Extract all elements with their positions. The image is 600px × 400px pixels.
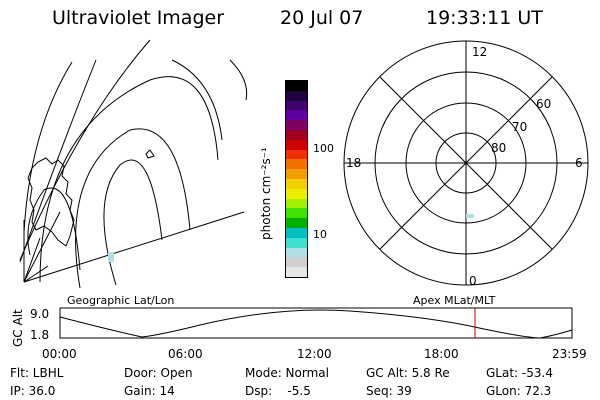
mlt-label-12: 12 [472, 45, 488, 59]
lat-label-70: 70 [512, 120, 528, 134]
map-grid-line [23, 237, 41, 283]
colorbar [285, 80, 308, 278]
mlt-label-6: 6 [575, 156, 583, 170]
polar-axis [379, 76, 553, 250]
colorbar-swatch [286, 188, 307, 199]
map-grid-arc [27, 187, 81, 271]
lat-label-60: 60 [536, 97, 552, 111]
colorbar-swatch [286, 120, 307, 131]
mlt-label-18: 18 [346, 156, 362, 170]
map-grid-line [23, 211, 61, 283]
colorbar-swatch [286, 208, 307, 219]
colorbar-swatch [286, 267, 307, 277]
map-grid-arc [19, 59, 97, 263]
coastline [27, 157, 75, 247]
colorbar-swatch [286, 139, 307, 150]
map-grid-line [23, 211, 245, 283]
status-gain: Gain: 14 [124, 384, 175, 398]
colorbar-swatch [286, 179, 307, 189]
map-grid-arc [19, 39, 151, 261]
map-grid-arc [23, 61, 73, 233]
mlt-label-0: 0 [469, 274, 477, 288]
map-grid-arc [39, 76, 219, 283]
aurora-spot [466, 214, 474, 218]
colorbar-swatch [286, 169, 307, 180]
time-label: 19:33:11 UT [426, 7, 543, 29]
timeline-xtick-0000: 00:00 [42, 347, 77, 361]
timeline-frame [59, 307, 573, 339]
colorbar-swatch [286, 237, 307, 248]
aurora-spot [108, 252, 114, 262]
altitude-curve [59, 309, 573, 339]
status-flt: Flt: LBHL [10, 366, 64, 380]
status-glon: GLon: 72.3 [486, 384, 552, 398]
timeline-xtick-0600: 06:00 [168, 347, 203, 361]
colorbar-swatch [286, 257, 307, 268]
map-grid-arc [103, 159, 163, 286]
instrument-title: Ultraviolet Imager [52, 7, 225, 29]
status-door: Door: Open [124, 366, 193, 380]
coastline [145, 149, 155, 159]
colorbar-swatch [286, 159, 307, 170]
timeline-xtick-1800: 18:00 [424, 347, 459, 361]
colorbar-swatch [286, 81, 307, 91]
colorbar-swatch [286, 110, 307, 121]
colorbar-swatch [286, 247, 307, 258]
status-glat: GLat: -53.4 [486, 366, 553, 380]
status-dsp: Dsp: -5.5 [245, 384, 311, 398]
colorbar-swatch [286, 90, 307, 101]
colorbar-swatch [286, 228, 307, 238]
status-seq: Seq: 39 [366, 384, 412, 398]
colorbar-swatch [286, 198, 307, 209]
status-ip: IP: 36.0 [10, 384, 56, 398]
timeline-ytick-high: 9.0 [30, 307, 50, 321]
timeline-xtick-2359: 23:59 [552, 347, 587, 361]
apex-label: Apex MLat/MLT [413, 294, 496, 307]
timeline-xtick-1200: 12:00 [297, 347, 332, 361]
map-grid-line [23, 265, 49, 283]
map-grid-arc [75, 128, 191, 289]
colorbar-tick-100: 100 [313, 142, 334, 155]
colorbar-tick-10: 10 [313, 228, 327, 241]
timeline-ytick-low: 1.8 [30, 328, 50, 342]
map-grid-arc [171, 59, 223, 141]
lat-label-80: 80 [491, 141, 507, 155]
status-mode: Mode: Normal [245, 366, 329, 380]
status-gc-alt: GC Alt: 5.8 Re [366, 366, 450, 380]
date-label: 20 Jul 07 [280, 7, 364, 29]
colorbar-swatch [286, 149, 307, 160]
colorbar-swatch [286, 100, 307, 111]
geographic-label: Geographic Lat/Lon [67, 294, 175, 307]
colorbar-swatch [286, 218, 307, 229]
colorbar-swatch [286, 130, 307, 140]
map-grid-arc [229, 59, 248, 101]
